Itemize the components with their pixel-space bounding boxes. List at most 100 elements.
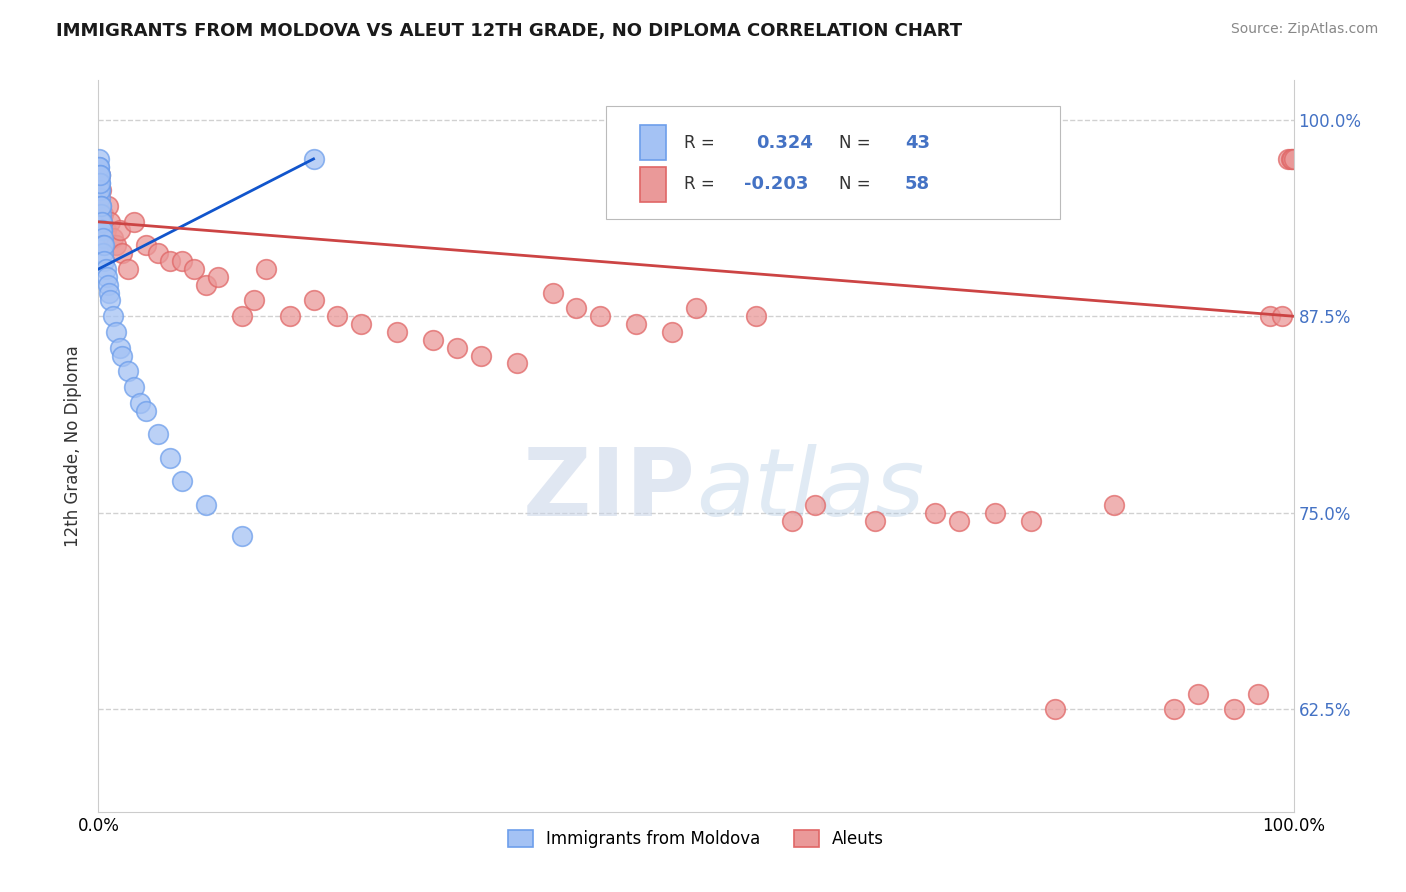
Point [1019, 514, 1042, 528]
Point [117, 262, 139, 277]
Point [984, 506, 1007, 520]
Text: N =: N = [839, 176, 876, 194]
Point [172, 254, 194, 268]
Point [1187, 687, 1209, 701]
Y-axis label: 12th Grade, No Diploma: 12th Grade, No Diploma [65, 345, 83, 547]
Legend: Immigrants from Moldova, Aleuts: Immigrants from Moldova, Aleuts [501, 823, 891, 855]
Point [105, 238, 128, 252]
Text: Source: ZipAtlas.com: Source: ZipAtlas.com [1230, 22, 1378, 37]
Point [1163, 702, 1185, 716]
Point [90, 183, 112, 197]
Text: -0.203: -0.203 [744, 176, 808, 194]
Point [89, 176, 111, 190]
Point [685, 301, 707, 316]
Point [91, 207, 114, 221]
Point [172, 475, 194, 489]
Point [506, 356, 529, 370]
Point [148, 427, 170, 442]
Point [96, 269, 118, 284]
Point [159, 254, 181, 268]
Point [565, 301, 588, 316]
Point [804, 498, 827, 512]
Point [91, 230, 114, 244]
Point [90, 199, 112, 213]
Point [302, 152, 325, 166]
Point [541, 285, 564, 300]
Point [89, 176, 111, 190]
Point [90, 199, 112, 213]
Point [948, 514, 970, 528]
Point [91, 246, 114, 260]
Point [385, 325, 409, 339]
Point [93, 238, 115, 252]
Point [446, 341, 468, 355]
Text: 43: 43 [905, 134, 931, 152]
Point [98, 215, 122, 229]
Point [90, 207, 112, 221]
Point [1281, 152, 1303, 166]
Point [350, 317, 373, 331]
Point [97, 199, 120, 213]
Point [94, 262, 117, 277]
Point [89, 168, 111, 182]
Point [98, 293, 122, 308]
Point [129, 396, 152, 410]
Point [90, 215, 112, 229]
Point [589, 310, 612, 324]
FancyBboxPatch shape [640, 167, 666, 202]
Point [135, 238, 157, 252]
Point [108, 223, 131, 237]
Point [89, 191, 111, 205]
Point [101, 310, 124, 324]
Point [91, 238, 114, 252]
Point [101, 230, 124, 244]
Point [1247, 687, 1270, 701]
Point [91, 223, 114, 237]
Point [626, 317, 648, 331]
Point [780, 514, 803, 528]
Point [1104, 498, 1126, 512]
Point [278, 310, 301, 324]
Point [1282, 152, 1305, 166]
FancyBboxPatch shape [606, 106, 1060, 219]
Point [94, 223, 117, 237]
Point [148, 246, 170, 260]
Point [1223, 702, 1246, 716]
Point [135, 403, 157, 417]
Point [105, 325, 128, 339]
Text: 58: 58 [905, 176, 931, 194]
Point [91, 215, 114, 229]
Point [231, 310, 253, 324]
Point [302, 293, 325, 308]
Point [89, 160, 111, 174]
Point [195, 498, 218, 512]
Point [661, 325, 683, 339]
Point [111, 246, 134, 260]
Point [924, 506, 946, 520]
Point [89, 183, 111, 197]
Point [91, 223, 114, 237]
Point [124, 380, 146, 394]
FancyBboxPatch shape [640, 125, 666, 161]
Point [111, 349, 134, 363]
Point [98, 285, 121, 300]
Point [89, 168, 111, 182]
Text: IMMIGRANTS FROM MOLDOVA VS ALEUT 12TH GRADE, NO DIPLOMA CORRELATION CHART: IMMIGRANTS FROM MOLDOVA VS ALEUT 12TH GR… [56, 22, 962, 40]
Point [97, 277, 120, 292]
Point [87, 168, 110, 182]
Point [89, 168, 111, 182]
Point [1043, 702, 1066, 716]
Text: ZIP: ZIP [523, 444, 696, 536]
Point [231, 529, 253, 543]
Text: atlas: atlas [696, 444, 924, 535]
Point [422, 333, 444, 347]
Point [195, 277, 218, 292]
Point [1258, 310, 1281, 324]
Point [93, 254, 115, 268]
Point [108, 341, 131, 355]
Point [1277, 152, 1299, 166]
Text: N =: N = [839, 134, 876, 152]
Point [183, 262, 205, 277]
Point [159, 450, 181, 465]
Point [326, 310, 349, 324]
